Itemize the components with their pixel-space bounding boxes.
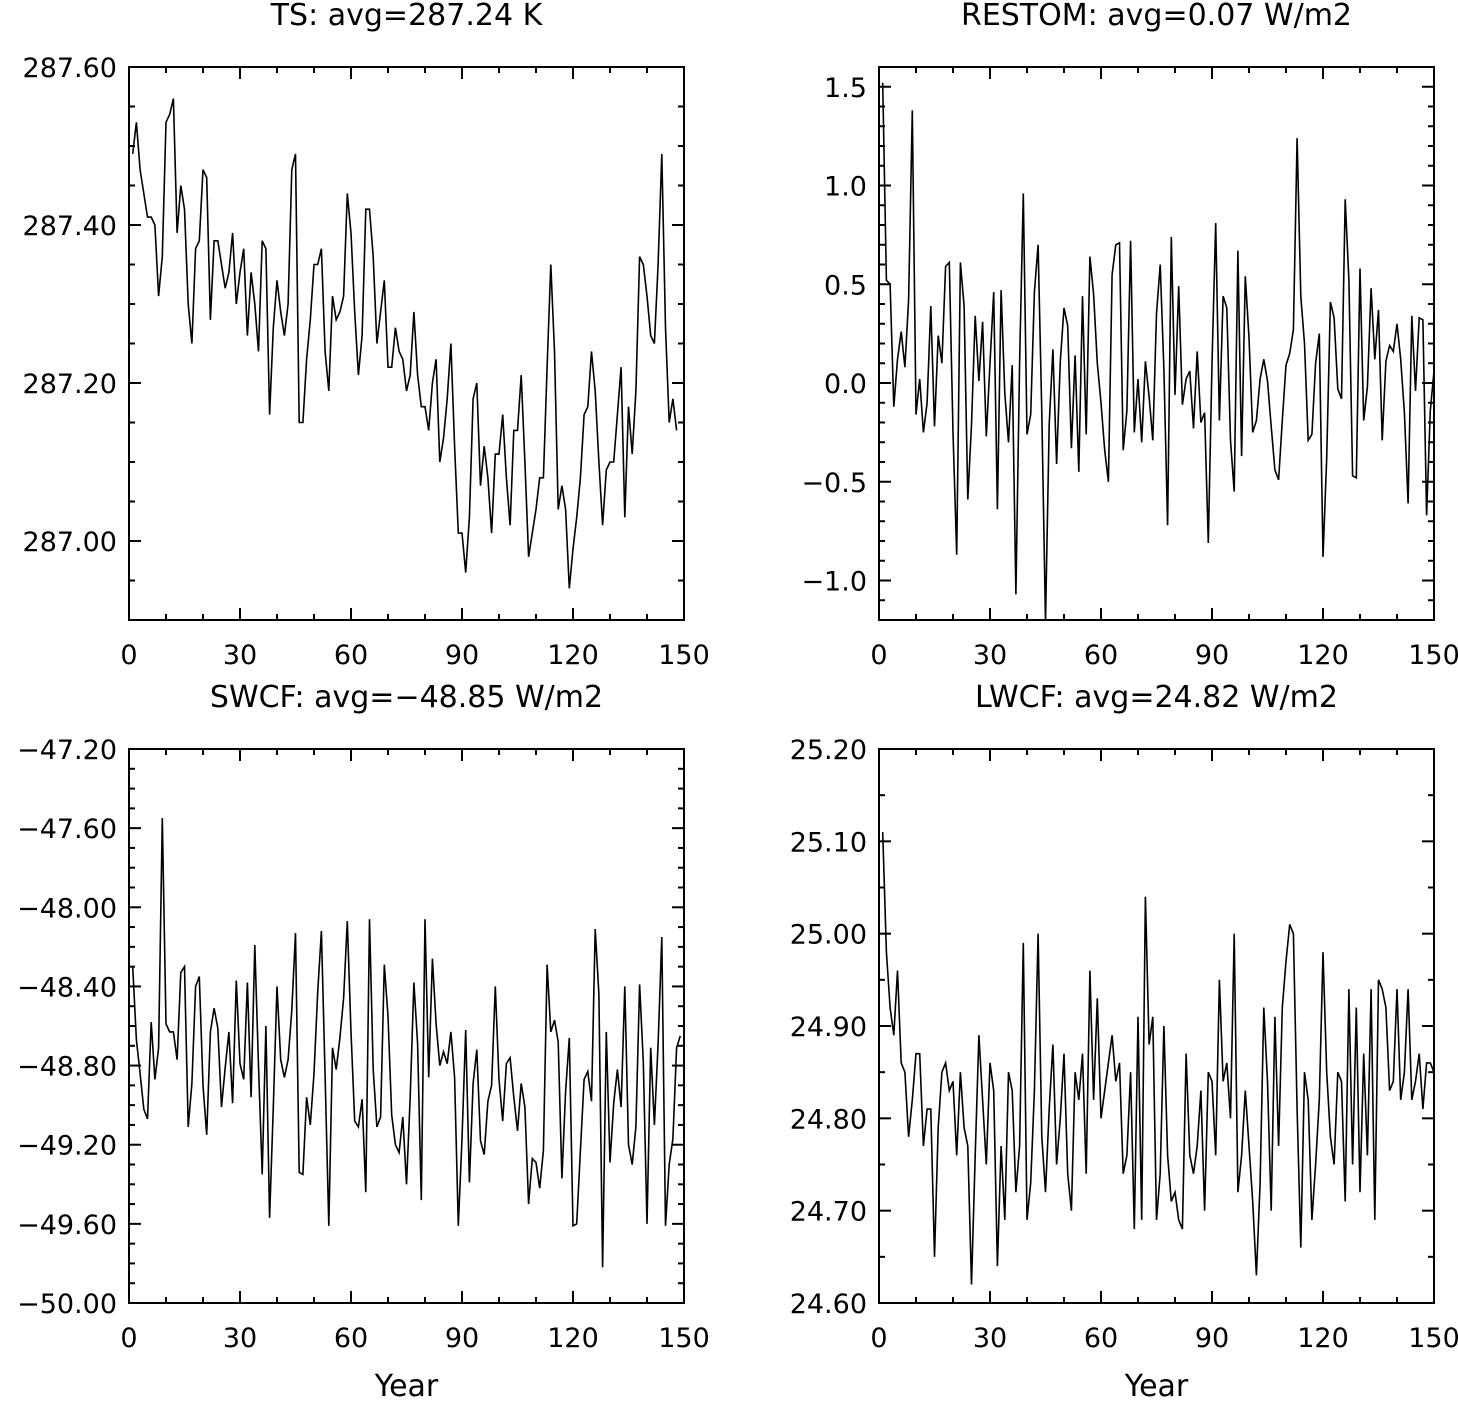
x-tick-label: 0: [870, 640, 887, 671]
y-tick-label: 24.80: [790, 1104, 867, 1135]
x-tick-label: 30: [973, 1323, 1007, 1354]
series-line: [131, 98, 678, 589]
x-tick-label: 60: [334, 640, 368, 671]
y-tick-label: −49.60: [17, 1210, 117, 1241]
x-tick-label: 150: [1408, 1323, 1458, 1354]
y-tick-label: 25.20: [790, 735, 867, 766]
x-tick-label: 90: [445, 640, 479, 671]
chart-title: LWCF: avg=24.82 W/m2: [975, 680, 1338, 715]
chart-title: TS: avg=287.24 K: [270, 0, 544, 33]
y-tick-label: −49.20: [17, 1131, 117, 1162]
x-axis-label: Year: [374, 1369, 439, 1402]
x-tick-label: 120: [1297, 1323, 1349, 1354]
series-line: [131, 818, 682, 1268]
chart-panel-0: TS: avg=287.24 K 0 30 60 90 120 150 287.00 287.2…: [23, 0, 710, 671]
x-tick-label: 60: [334, 1323, 368, 1354]
y-tick-label: −47.20: [17, 735, 117, 766]
x-tick-label: 30: [223, 640, 257, 671]
x-tick-label: 90: [1195, 1323, 1229, 1354]
y-tick-label: 1.5: [824, 73, 867, 104]
y-tick-label: 1.0: [824, 172, 867, 203]
y-tick-label: 24.90: [790, 1012, 867, 1043]
y-tick-label: 287.20: [23, 369, 117, 400]
series-line: [881, 832, 1434, 1285]
y-tick-label: 287.00: [23, 527, 117, 558]
y-tick-label: −50.00: [17, 1289, 117, 1320]
chart-panel-2: SWCF: avg=−48.85 W/m2 0 30 60 90 120 150 −50.00…: [17, 680, 710, 1402]
y-tick-label: 25.10: [790, 827, 867, 858]
y-tick-label: 24.60: [790, 1289, 867, 1320]
x-tick-label: 0: [120, 1323, 137, 1354]
chart-title: RESTOM: avg=0.07 W/m2: [961, 0, 1352, 33]
y-tick-label: 0.0: [824, 369, 867, 400]
x-tick-label: 120: [547, 1323, 599, 1354]
x-tick-label: 120: [547, 640, 599, 671]
chart-panel-1: RESTOM: avg=0.07 W/m2 0 30 60 90 120 150 −1.0 −0…: [801, 0, 1458, 671]
x-tick-label: 0: [120, 640, 137, 671]
y-tick-label: −48.00: [17, 893, 117, 924]
y-tick-label: −48.80: [17, 1052, 117, 1083]
y-tick-label: −48.40: [17, 972, 117, 1003]
y-tick-label: 0.5: [824, 270, 867, 301]
x-tick-label: 60: [1084, 640, 1118, 671]
y-tick-label: 287.40: [23, 211, 117, 242]
y-tick-label: −47.60: [17, 814, 117, 845]
x-tick-label: 150: [1408, 640, 1458, 671]
y-tick-label: −0.5: [801, 468, 867, 499]
x-tick-label: 30: [223, 1323, 257, 1354]
x-tick-label: 60: [1084, 1323, 1118, 1354]
chart-panel-3: LWCF: avg=24.82 W/m2 0 30 60 90 120 150 24.60 24…: [790, 680, 1458, 1402]
y-tick-label: 287.60: [23, 53, 117, 84]
y-tick-label: 24.70: [790, 1197, 867, 1228]
y-tick-label: −1.0: [801, 567, 867, 598]
x-tick-label: 150: [658, 1323, 710, 1354]
x-tick-label: 150: [658, 640, 710, 671]
x-tick-label: 90: [1195, 640, 1229, 671]
series-line: [881, 82, 1434, 620]
x-tick-label: 120: [1297, 640, 1349, 671]
plot-frame: [128, 748, 685, 1304]
x-tick-label: 0: [870, 1323, 887, 1354]
x-axis-label: Year: [1124, 1369, 1189, 1402]
x-tick-label: 90: [445, 1323, 479, 1354]
x-tick-label: 30: [973, 640, 1007, 671]
plot-frame: [128, 66, 685, 621]
y-tick-label: 25.00: [790, 920, 867, 951]
chart-title: SWCF: avg=−48.85 W/m2: [210, 680, 603, 715]
